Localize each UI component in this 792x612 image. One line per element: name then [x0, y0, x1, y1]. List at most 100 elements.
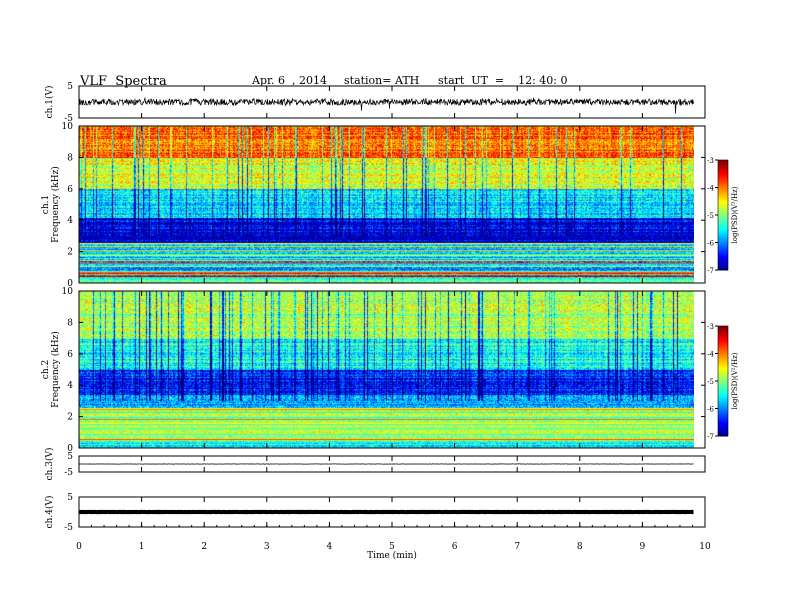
y-tick-label: -5 — [64, 468, 73, 478]
colorbar-label: log(PSD)(V²/Hz) — [731, 352, 739, 409]
colorbar-segment — [718, 340, 728, 343]
colorbar-segment — [718, 207, 728, 210]
colorbar-tick-label: -3 — [707, 323, 714, 331]
colorbar-segment — [718, 233, 728, 236]
colorbar-segment — [718, 244, 728, 247]
colorbar-segment — [718, 434, 728, 437]
figure-title: VLF Spectra — [80, 74, 167, 89]
colorbar-segment — [718, 200, 728, 203]
colorbar-segment — [718, 215, 728, 218]
colorbar-segment — [718, 360, 728, 364]
y-tick-label: 5 — [67, 452, 73, 462]
colorbar-segment — [718, 362, 728, 365]
colorbar-segment — [718, 373, 728, 376]
colorbar-segment — [718, 423, 728, 426]
colorbar-segment — [718, 187, 728, 190]
y-tick-label: -5 — [64, 114, 73, 124]
y-axis-label: ch.1(V) — [44, 86, 55, 119]
colorbar-segment — [718, 432, 728, 435]
colorbar-segment — [718, 364, 728, 367]
colorbar-segment — [718, 417, 728, 420]
spectrogram-image-ch1 — [79, 126, 694, 283]
colorbar-segment — [718, 266, 728, 269]
colorbar-segment — [718, 390, 728, 393]
colorbar-segment — [718, 388, 728, 391]
colorbar-segment — [718, 191, 728, 194]
colorbar-segment — [718, 237, 728, 240]
colorbar-segment — [718, 264, 728, 267]
colorbar-segment — [718, 408, 728, 411]
colorbar-segment — [718, 395, 728, 398]
colorbar-segment — [718, 194, 728, 198]
colorbar-segment — [718, 196, 728, 199]
colorbar-segment — [718, 257, 728, 260]
y-axis-label-frequency: Frequency (kHz) — [50, 166, 61, 243]
colorbar-segment — [718, 218, 728, 221]
x-axis-label: Time (min) — [367, 550, 417, 561]
colorbar-segment — [718, 163, 728, 166]
colorbar-segment — [718, 349, 728, 353]
colorbar-segment — [718, 160, 728, 163]
colorbar-segment — [718, 397, 728, 400]
colorbar-segment — [718, 204, 728, 207]
colorbar-segment — [718, 421, 728, 424]
colorbar-segment — [718, 171, 728, 174]
colorbar-segment — [718, 406, 728, 409]
y-tick-label: 4 — [67, 381, 73, 391]
waveform-line-ch.1(V) — [78, 97, 694, 114]
x-tick-label: 1 — [139, 542, 145, 552]
colorbar-segment — [718, 342, 728, 345]
colorbar-segment — [718, 333, 728, 336]
colorbar-segment — [718, 370, 728, 373]
date-label: Apr. 6 , 2014 — [252, 74, 328, 87]
colorbar-segment — [718, 346, 728, 349]
colorbar-segment — [718, 202, 728, 205]
spectrogram-image-ch2 — [79, 291, 694, 448]
colorbar-segment — [718, 384, 728, 387]
colorbar-segment — [718, 357, 728, 360]
y-tick-label: 4 — [67, 216, 73, 226]
x-tick-label: 6 — [452, 542, 458, 552]
y-tick-label: 8 — [67, 153, 73, 163]
colorbar-segment — [718, 227, 728, 231]
colorbar-tick-label: -4 — [707, 185, 714, 193]
y-tick-label: 2 — [67, 413, 73, 423]
y-tick-label: 6 — [67, 350, 73, 360]
y-tick-label: 10 — [62, 287, 74, 297]
colorbar-segment — [718, 211, 728, 214]
colorbar-segment — [718, 161, 728, 165]
colorbar-segment — [718, 414, 728, 417]
colorbar-segment — [718, 193, 728, 196]
colorbar-segment — [718, 224, 728, 227]
colorbar-segment — [718, 379, 728, 382]
x-tick-label: 0 — [76, 542, 82, 552]
colorbar-segment — [718, 235, 728, 238]
colorbar-segment — [718, 226, 728, 229]
y-tick-label: 6 — [67, 185, 73, 195]
x-tick-label: 4 — [327, 542, 333, 552]
y-tick-label: 8 — [67, 318, 73, 328]
colorbar-segment — [718, 392, 728, 395]
colorbar-segment — [718, 182, 728, 185]
y-axis-label-channel: ch.1 — [41, 195, 51, 214]
colorbar-segment — [718, 386, 728, 389]
colorbar-label: log(PSD)(V²/Hz) — [731, 186, 739, 243]
colorbar-segment — [718, 198, 728, 201]
x-tick-label: 8 — [577, 542, 583, 552]
colorbar-segment — [718, 180, 728, 183]
colorbar-segment — [718, 368, 728, 371]
colorbar-segment — [718, 327, 728, 331]
x-tick-label: 5 — [389, 542, 395, 552]
colorbar-segment — [718, 403, 728, 406]
colorbar-segment — [718, 229, 728, 232]
colorbar-segment — [718, 251, 728, 254]
colorbar-segment — [718, 326, 728, 329]
colorbar-tick-label: -5 — [707, 212, 714, 220]
colorbar-tick-label: -4 — [707, 351, 714, 359]
colorbar-segment — [718, 428, 728, 431]
colorbar-segment — [718, 344, 728, 347]
colorbar-segment — [718, 268, 728, 271]
colorbar-segment — [718, 238, 728, 242]
y-tick-label: 0 — [67, 279, 73, 289]
colorbar-segment — [718, 377, 728, 380]
